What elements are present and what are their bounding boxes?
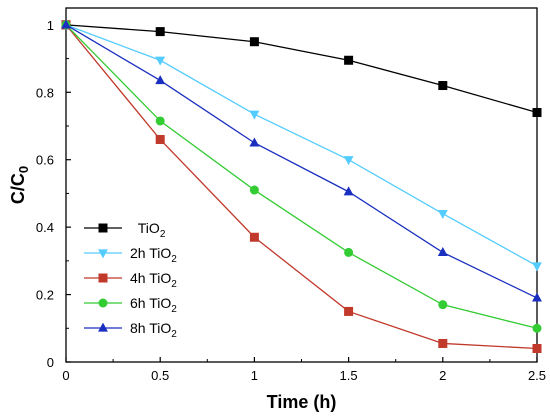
data-point [155, 75, 166, 85]
legend-label-subscript: 2 [171, 279, 177, 290]
y-axis-title: C/C0 [8, 166, 31, 204]
y-tick-label: 0 [47, 355, 54, 370]
data-point [249, 232, 259, 242]
legend-item: TiO2 [84, 220, 166, 240]
data-point [532, 108, 542, 118]
y-tick-label: 0.4 [36, 220, 54, 235]
y-tick-label: 0.6 [36, 153, 54, 168]
data-point [343, 186, 354, 196]
legend-marker [98, 322, 108, 332]
x-tick-label: 1.5 [340, 368, 358, 383]
data-point [438, 300, 448, 310]
data-point [532, 292, 542, 302]
data-point [344, 306, 354, 316]
y-axis-title-subscript: 0 [16, 166, 31, 173]
data-point [532, 323, 542, 333]
series-line [65, 24, 538, 114]
legend-item: 2h TiO2 [84, 245, 177, 265]
legend-label: 2h TiO2 [130, 245, 177, 265]
legend-label-subscript: 2 [171, 254, 177, 265]
x-tick-label: 2.5 [528, 368, 546, 383]
series-1 [61, 21, 542, 272]
x-tick-label: 1 [251, 368, 258, 383]
data-point [437, 210, 448, 220]
series-line [65, 24, 538, 329]
series-line [65, 24, 538, 267]
legend-label-subscript: 2 [171, 304, 177, 315]
data-point [155, 134, 165, 144]
data-point [155, 116, 165, 126]
x-tick-label: 0 [62, 368, 69, 383]
series-0 [61, 20, 542, 118]
legend-label-subscript: 2 [160, 229, 166, 240]
legend-label: 8h TiO2 [130, 320, 177, 340]
data-point [344, 247, 354, 257]
data-point [438, 338, 448, 348]
data-point [344, 55, 354, 65]
legend-item: 8h TiO2 [84, 320, 177, 340]
legend-marker [98, 223, 108, 233]
legend-marker [98, 249, 108, 259]
data-point [437, 247, 448, 257]
legend-item: 6h TiO2 [84, 295, 177, 315]
data-point [438, 81, 448, 91]
legend-label-text: 8h TiO [130, 320, 171, 336]
data-point [155, 56, 166, 66]
data-point [61, 19, 71, 29]
plot-area: 0 0.5 1 1.5 2 2.5 0 0.2 0.4 0.6 0.8 1 [36, 7, 546, 383]
y-tick-label: 0.2 [36, 288, 54, 303]
y-tick-label: 0.8 [36, 85, 54, 100]
x-tick-label: 2 [439, 368, 446, 383]
legend-label-text: 6h TiO [130, 295, 171, 311]
y-axis-title-main: C/C [8, 173, 28, 204]
legend-label-subscript: 2 [171, 329, 177, 340]
legend-label-text: TiO [130, 220, 160, 236]
data-point [249, 185, 259, 195]
series-3 [61, 20, 542, 333]
series-line [65, 24, 538, 299]
legend-item: 4h TiO2 [84, 270, 177, 290]
x-axis-title: Time (h) [267, 392, 337, 412]
data-point [532, 344, 542, 354]
data-point [532, 262, 542, 272]
series-4 [61, 19, 542, 302]
data-point [343, 156, 354, 166]
legend-label: 6h TiO2 [130, 295, 177, 315]
y-tick-label: 1 [47, 18, 54, 33]
legend-label: 4h TiO2 [130, 270, 177, 290]
data-point [249, 137, 260, 147]
data-point [249, 37, 259, 47]
legend-marker [98, 298, 108, 308]
legend-label-text: 4h TiO [130, 270, 171, 286]
series-line [65, 24, 538, 350]
data-point [155, 27, 165, 37]
legend-label-text: 2h TiO [130, 245, 171, 261]
legend-marker [98, 273, 108, 283]
x-tick-label: 0.5 [151, 368, 169, 383]
legend-label: TiO2 [130, 220, 166, 240]
data-point [249, 110, 260, 120]
